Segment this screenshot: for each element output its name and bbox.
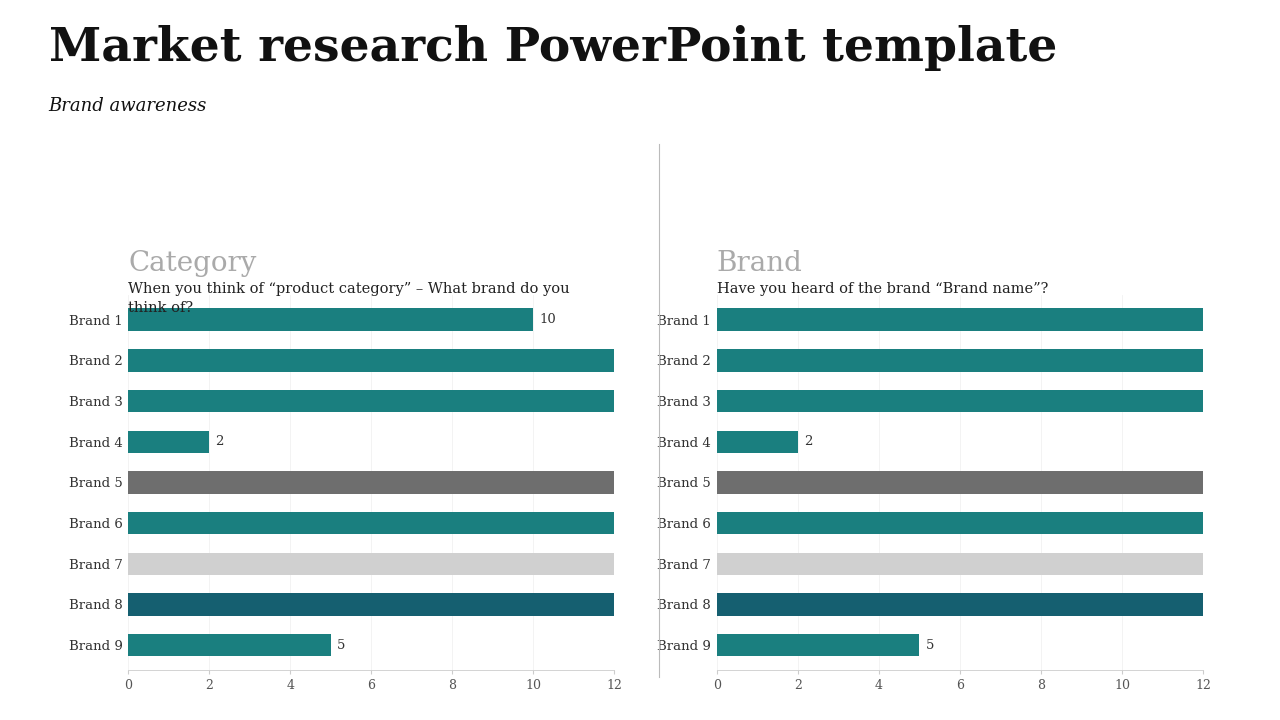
Text: When you think of “product category” – What brand do you
think of?: When you think of “product category” – W… [128, 282, 570, 315]
Bar [717, 593, 1280, 616]
Bar [128, 471, 1280, 494]
Bar [717, 349, 1280, 372]
Text: 10: 10 [539, 313, 557, 326]
Bar [717, 552, 1280, 575]
Bar [717, 390, 1280, 412]
Bar [717, 471, 1280, 494]
Bar [717, 634, 919, 657]
Bar [128, 390, 1142, 412]
Text: 2: 2 [215, 435, 224, 449]
Text: 25: 25 [1147, 395, 1165, 408]
Text: Have you heard of the brand “Brand name”?: Have you heard of the brand “Brand name”… [717, 282, 1048, 296]
Text: Category: Category [128, 250, 256, 277]
Bar [717, 512, 1280, 534]
Text: Brand: Brand [717, 250, 803, 277]
Bar [717, 308, 1280, 330]
Text: 5: 5 [337, 639, 346, 652]
Bar [128, 552, 1280, 575]
Text: Market research PowerPoint template: Market research PowerPoint template [49, 25, 1057, 71]
Bar [128, 431, 209, 453]
Text: 2: 2 [804, 435, 813, 449]
Bar [128, 308, 534, 330]
Bar [128, 349, 1280, 372]
Bar [128, 593, 1280, 616]
Bar [128, 512, 1280, 534]
Text: 5: 5 [925, 639, 934, 652]
Bar [717, 431, 797, 453]
Bar [128, 634, 330, 657]
Text: Brand awareness: Brand awareness [49, 97, 207, 115]
